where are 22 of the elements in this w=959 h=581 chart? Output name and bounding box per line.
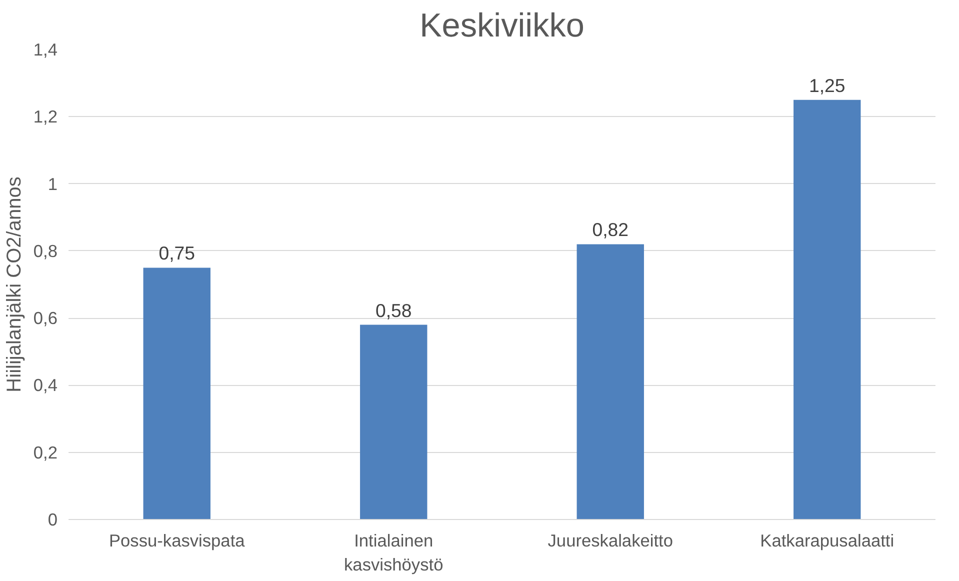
bar xyxy=(794,100,861,520)
bar xyxy=(576,244,644,520)
y-tick-label: 0,4 xyxy=(33,375,58,396)
x-tick-label: Juureskalakeitto xyxy=(548,530,673,550)
data-label: 0,75 xyxy=(158,242,196,264)
x-tick-label: Possu-kasvispata xyxy=(108,530,246,550)
data-label: 0,82 xyxy=(592,219,629,240)
y-tick-label: 1,4 xyxy=(33,40,58,60)
x-tick-label: Katkarapusalaatti xyxy=(760,530,894,550)
y-axis-title: Hiilijalanjälki CO2/annos xyxy=(3,176,26,392)
bar xyxy=(143,268,210,520)
y-tick-label: 0,8 xyxy=(33,240,58,261)
y-tick-label: 0 xyxy=(48,510,58,530)
bar xyxy=(360,324,428,520)
data-label: 0,58 xyxy=(375,300,412,321)
y-tick-label: 1 xyxy=(48,174,58,194)
chart-title: Keskiviikko xyxy=(420,8,584,44)
x-tick-label: Intialainen kasvishöystö xyxy=(344,530,444,574)
y-tick-label: 1,2 xyxy=(33,106,58,127)
y-tick-label: 0,2 xyxy=(33,442,58,462)
y-tick-label: 0,6 xyxy=(33,308,58,328)
data-label: 1,25 xyxy=(808,74,846,96)
